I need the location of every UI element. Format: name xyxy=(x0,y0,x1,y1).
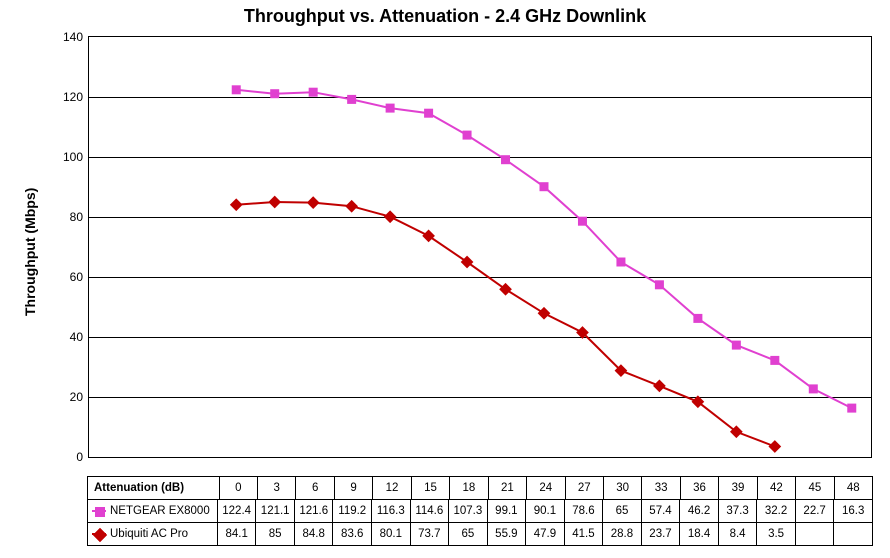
data-marker xyxy=(809,385,817,393)
data-marker xyxy=(538,308,549,319)
data-cell xyxy=(795,523,834,545)
y-tick: 0 xyxy=(76,450,83,464)
data-cell: 80.1 xyxy=(371,523,410,545)
data-marker xyxy=(731,426,742,437)
data-cell: 122.4 xyxy=(217,500,256,522)
data-marker xyxy=(771,356,779,364)
data-cell: 84.8 xyxy=(294,523,333,545)
data-marker xyxy=(617,258,625,266)
x-tick: 27 xyxy=(565,477,603,499)
table-row: Attenuation (dB)036912151821242730333639… xyxy=(88,477,872,499)
data-marker xyxy=(655,281,663,289)
data-cell: 65 xyxy=(448,523,487,545)
x-tick: 15 xyxy=(411,477,449,499)
data-cell: 83.6 xyxy=(332,523,371,545)
x-tick: 30 xyxy=(603,477,641,499)
data-marker xyxy=(540,183,548,191)
plot-area: 020406080100120140 xyxy=(88,36,872,458)
data-cell: 23.7 xyxy=(641,523,680,545)
y-tick: 140 xyxy=(63,30,83,44)
x-tick: 39 xyxy=(718,477,756,499)
data-cell: 78.6 xyxy=(564,500,603,522)
data-marker xyxy=(308,197,319,208)
data-marker xyxy=(386,104,394,112)
x-tick: 9 xyxy=(334,477,372,499)
data-cell: 65 xyxy=(602,500,641,522)
data-cell: 121.6 xyxy=(294,500,333,522)
y-tick: 40 xyxy=(70,330,83,344)
data-marker xyxy=(578,217,586,225)
data-cell: 41.5 xyxy=(564,523,603,545)
y-tick: 120 xyxy=(63,90,83,104)
data-cell: 116.3 xyxy=(371,500,410,522)
data-marker xyxy=(615,365,626,376)
data-cell: 47.9 xyxy=(525,523,564,545)
data-marker xyxy=(848,404,856,412)
data-cell: 114.6 xyxy=(410,500,449,522)
data-cell: 90.1 xyxy=(525,500,564,522)
series-line xyxy=(236,90,852,408)
x-tick: 24 xyxy=(526,477,564,499)
data-cell: 46.2 xyxy=(679,500,718,522)
series-line xyxy=(236,202,775,447)
data-marker xyxy=(654,380,665,391)
data-marker xyxy=(500,284,511,295)
x-tick: 42 xyxy=(757,477,795,499)
x-tick: 48 xyxy=(834,477,872,499)
x-tick: 33 xyxy=(641,477,679,499)
data-marker xyxy=(232,86,240,94)
table-row: NETGEAR EX8000122.4121.1121.6119.2116.31… xyxy=(88,499,872,522)
data-cell: 8.4 xyxy=(718,523,757,545)
row-label: Ubiquiti AC Pro xyxy=(88,523,217,545)
x-tick: 3 xyxy=(257,477,295,499)
data-marker xyxy=(309,88,317,96)
x-tick: 36 xyxy=(680,477,718,499)
data-cell: 84.1 xyxy=(217,523,256,545)
y-tick: 80 xyxy=(70,210,83,224)
data-cell: 85 xyxy=(255,523,294,545)
x-tick: 6 xyxy=(295,477,333,499)
data-cell xyxy=(833,523,872,545)
data-cell: 55.9 xyxy=(487,523,526,545)
data-cell: 22.7 xyxy=(795,500,834,522)
data-cell: 28.8 xyxy=(602,523,641,545)
y-axis-label: Throughput (Mbps) xyxy=(22,188,38,316)
data-marker xyxy=(461,256,472,267)
data-cell: 73.7 xyxy=(410,523,449,545)
table-row: Ubiquiti AC Pro84.18584.883.680.173.7655… xyxy=(88,522,872,545)
data-marker xyxy=(694,314,702,322)
data-cell: 119.2 xyxy=(332,500,371,522)
x-tick: 0 xyxy=(219,477,257,499)
data-marker xyxy=(732,341,740,349)
data-marker xyxy=(269,196,280,207)
data-marker xyxy=(769,441,780,452)
row-label: NETGEAR EX8000 xyxy=(88,500,217,522)
data-cell: 32.2 xyxy=(756,500,795,522)
data-table: Attenuation (dB)036912151821242730333639… xyxy=(87,476,873,546)
x-tick: 45 xyxy=(795,477,833,499)
data-cell: 107.3 xyxy=(448,500,487,522)
data-cell: 57.4 xyxy=(641,500,680,522)
y-tick: 60 xyxy=(70,270,83,284)
x-tick: 12 xyxy=(372,477,410,499)
data-cell: 121.1 xyxy=(255,500,294,522)
data-cell: 99.1 xyxy=(487,500,526,522)
y-tick: 20 xyxy=(70,390,83,404)
data-cell: 16.3 xyxy=(833,500,872,522)
data-marker xyxy=(231,199,242,210)
x-tick: 21 xyxy=(488,477,526,499)
data-cell: 37.3 xyxy=(718,500,757,522)
chart-container: Throughput vs. Attenuation - 2.4 GHz Dow… xyxy=(0,0,890,558)
x-tick: 18 xyxy=(449,477,487,499)
data-cell: 3.5 xyxy=(756,523,795,545)
data-marker xyxy=(463,131,471,139)
chart-title: Throughput vs. Attenuation - 2.4 GHz Dow… xyxy=(0,6,890,27)
data-cell: 18.4 xyxy=(679,523,718,545)
data-marker xyxy=(423,230,434,241)
row-label: Attenuation (dB) xyxy=(88,477,219,499)
y-tick: 100 xyxy=(63,150,83,164)
data-marker xyxy=(346,201,357,212)
data-marker xyxy=(425,109,433,117)
